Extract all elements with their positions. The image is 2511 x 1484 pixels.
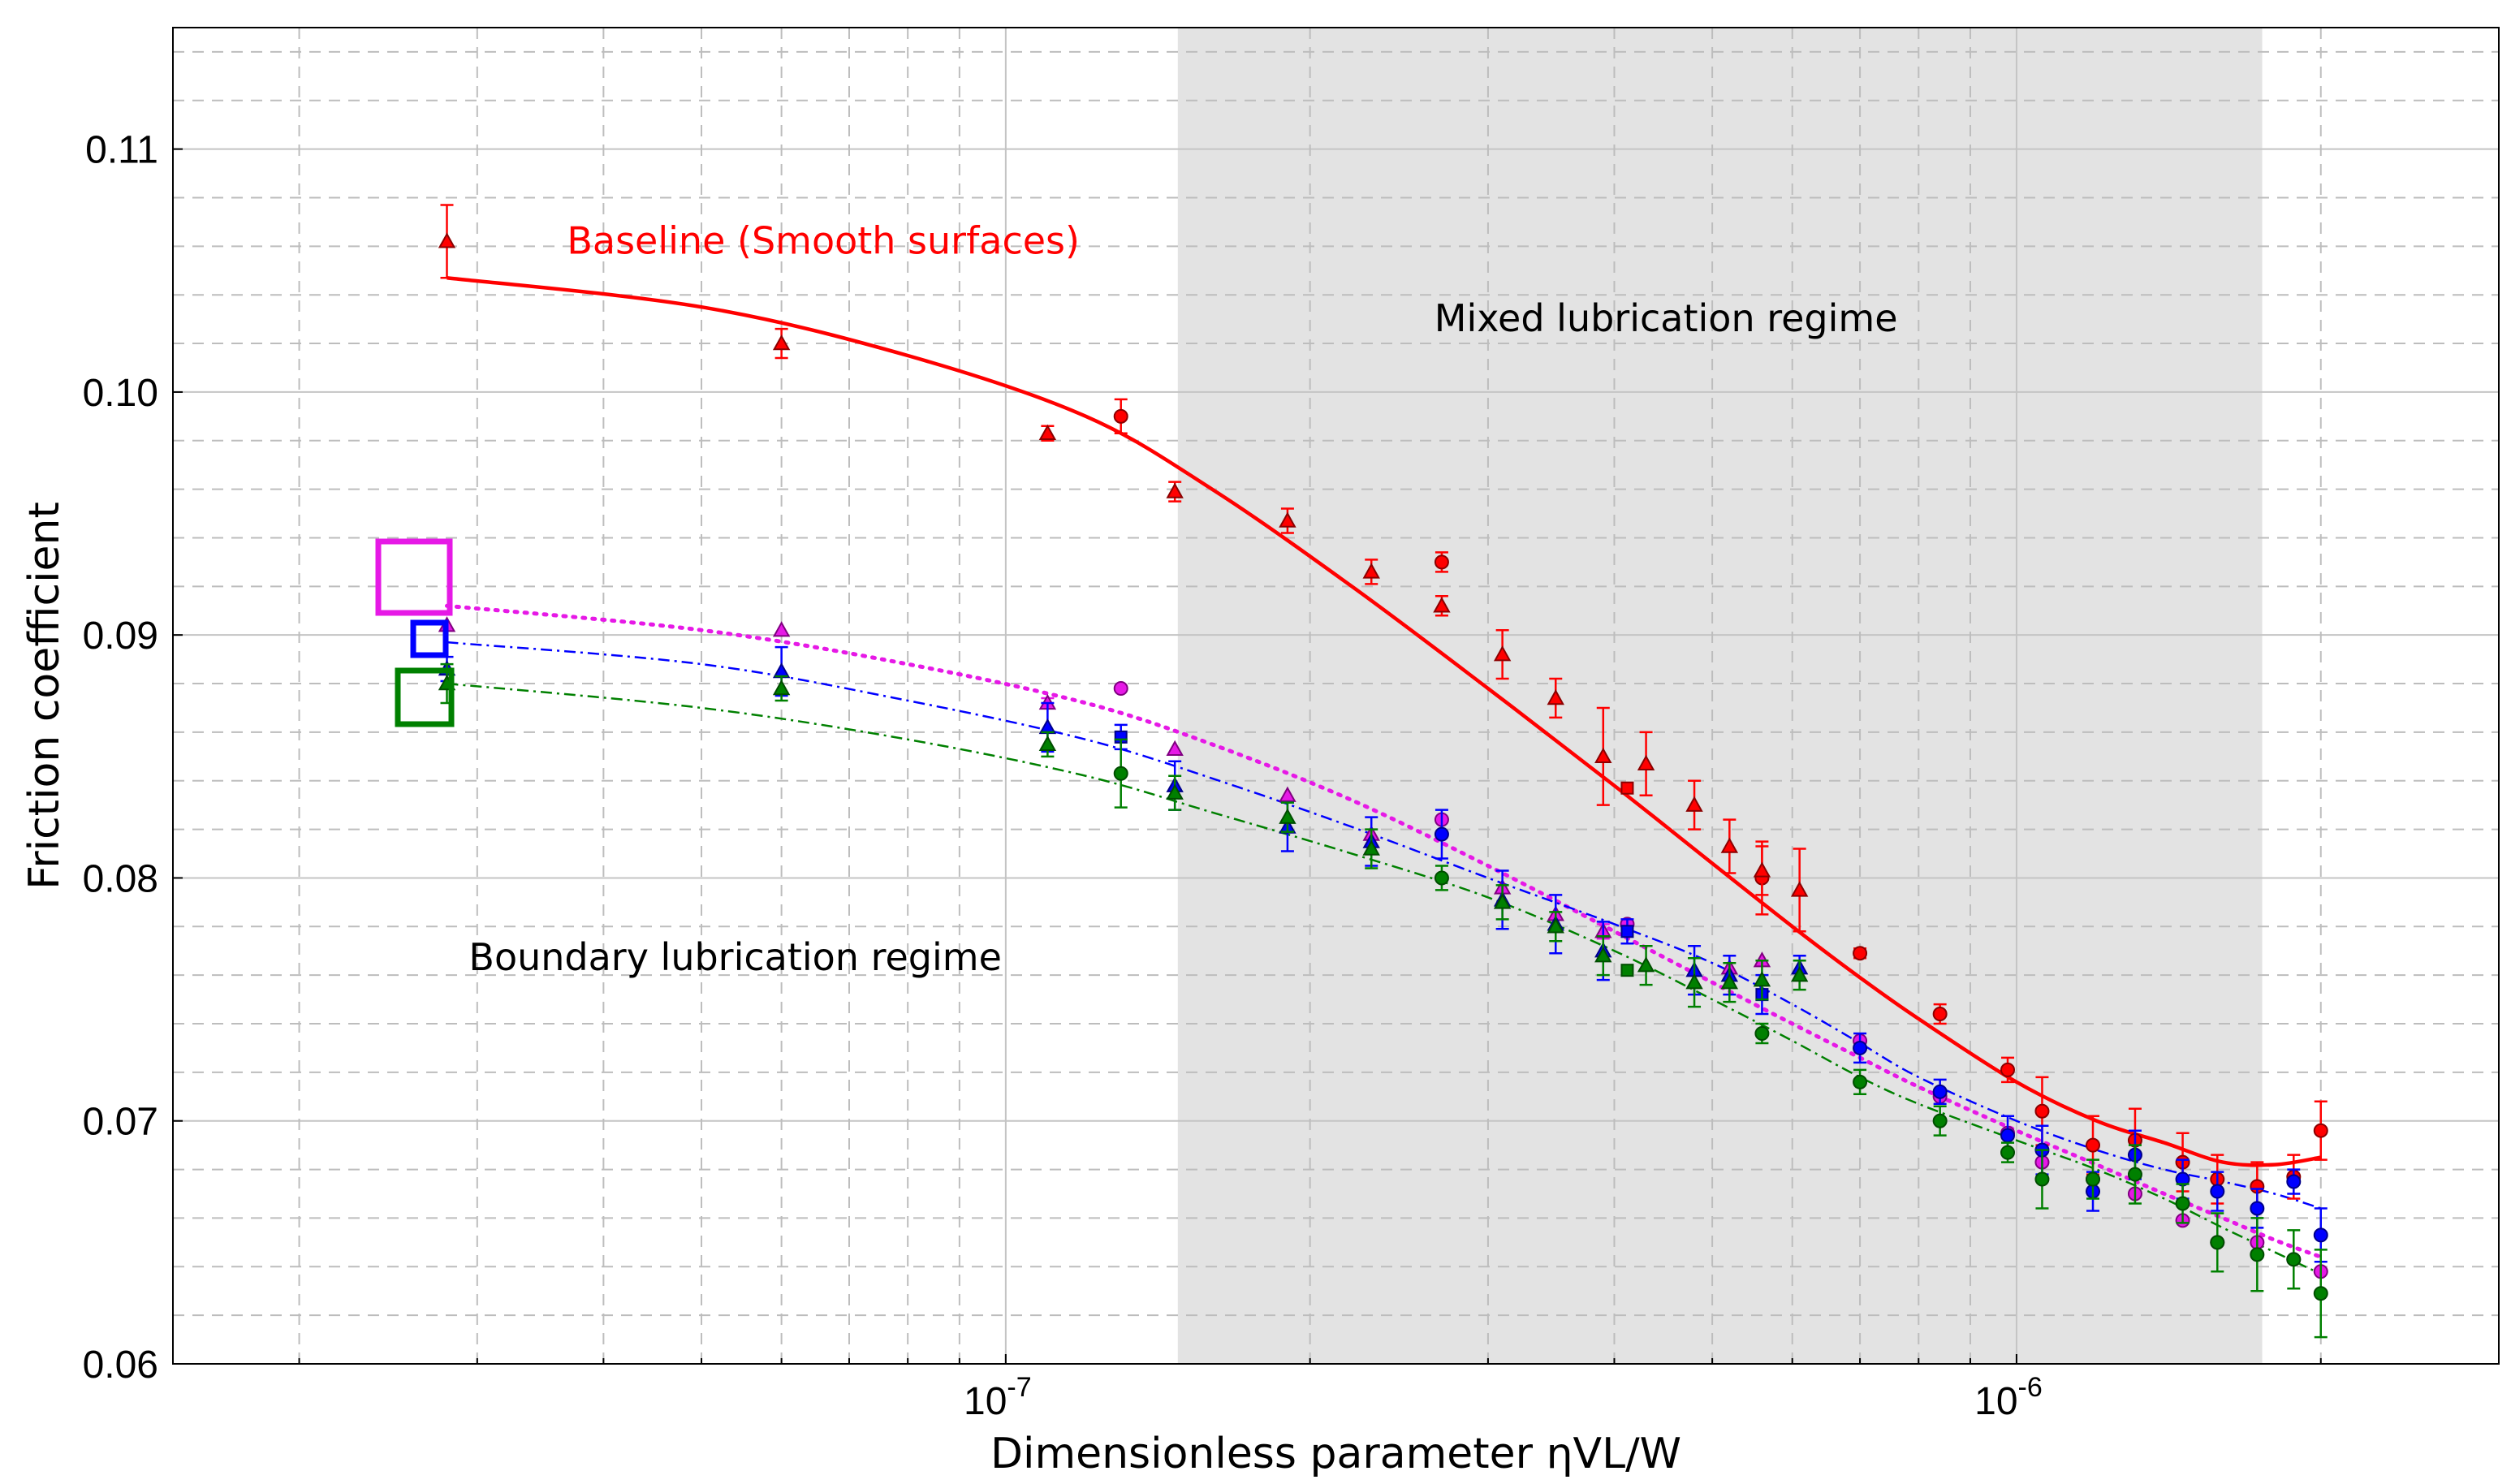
- data-point-triangle: [1493, 893, 1512, 909]
- y-tick-label: 0.11: [85, 129, 158, 172]
- legend-markers-layer: [375, 538, 455, 727]
- data-point-square: [1620, 925, 1634, 938]
- data-point-circle: [2250, 1247, 2265, 1262]
- annotations-layer: Baseline (Smooth surfaces) Mixed lubricat…: [468, 218, 1897, 979]
- data-point-circle: [2313, 1123, 2328, 1138]
- data-point-triangle: [1362, 839, 1380, 856]
- data-point-triangle: [1433, 597, 1451, 613]
- data-point-circle: [2034, 1171, 2050, 1187]
- data-point-triangle: [1279, 786, 1296, 802]
- data-point-circle: [1434, 554, 1449, 570]
- data-point-circle: [2210, 1235, 2225, 1250]
- shaded-region-layer: [1177, 28, 2263, 1364]
- fit-curve-3: [447, 682, 2322, 1275]
- data-points-layer: [438, 204, 2328, 1339]
- data-point-circle: [1434, 826, 1449, 842]
- data-point-circle: [1754, 1025, 1770, 1041]
- data-point-circle: [1853, 1074, 1868, 1089]
- fit-curve-0: [447, 276, 2322, 1167]
- data-point-triangle: [1790, 881, 1809, 897]
- data-point-square: [1620, 781, 1634, 795]
- data-point-circle: [2313, 1286, 2328, 1301]
- data-point-triangle: [1547, 688, 1564, 705]
- data-point-circle: [2286, 1252, 2302, 1267]
- data-point-square: [1620, 964, 1634, 977]
- data-point-circle: [1113, 681, 1128, 697]
- data-point-triangle: [772, 334, 791, 351]
- mixed-regime-annotation: Mixed lubrication regime: [1435, 296, 1898, 340]
- data-point-triangle: [1685, 796, 1703, 812]
- data-point-triangle: [1038, 424, 1057, 440]
- data-point-circle: [1113, 408, 1128, 424]
- data-point-triangle: [1547, 917, 1564, 934]
- grid-layer: [173, 28, 2500, 1365]
- data-point-circle: [1113, 766, 1128, 781]
- data-point-circle: [1853, 946, 1868, 961]
- data-point-circle: [1932, 1084, 1948, 1099]
- data-point-triangle: [1279, 808, 1296, 824]
- y-axis-label: Friction coefficient: [20, 502, 69, 890]
- x-axis-label: Dimensionless parameter ηVL/W: [990, 1430, 1681, 1478]
- data-point-circle: [1853, 1040, 1868, 1055]
- data-point-triangle: [1720, 973, 1739, 990]
- y-tick-label: 0.08: [83, 857, 158, 900]
- data-point-circle: [2086, 1137, 2101, 1153]
- y-tick-label: 0.10: [83, 372, 158, 415]
- data-point-circle: [2210, 1184, 2225, 1199]
- data-point-triangle: [1720, 837, 1739, 853]
- data-point-circle: [2250, 1201, 2265, 1216]
- x-tick-label: 10-6: [1974, 1372, 2043, 1423]
- legend-blue-square: [410, 619, 449, 658]
- mixed-regime-shade: [1177, 28, 2263, 1364]
- y-tick-label: 0.06: [83, 1344, 158, 1387]
- data-point-circle: [2000, 1145, 2016, 1160]
- data-point-triangle: [1753, 861, 1771, 878]
- data-point-circle: [2127, 1167, 2142, 1182]
- boundary-regime-annotation: Boundary lubrication regime: [468, 935, 1002, 979]
- y-tick-label: 0.09: [83, 615, 158, 658]
- data-point-triangle: [1166, 482, 1184, 498]
- data-point-triangle: [772, 621, 791, 637]
- baseline-annotation: Baseline (Smooth surfaces): [567, 218, 1080, 262]
- data-point-circle: [1434, 870, 1449, 886]
- data-point-triangle: [1637, 956, 1655, 973]
- legend-magenta-square: [375, 538, 453, 616]
- data-point-triangle: [772, 679, 791, 696]
- data-point-triangle: [1753, 971, 1771, 987]
- data-point-circle: [2086, 1171, 2101, 1187]
- fit-curve-2: [447, 641, 2322, 1210]
- data-point-triangle: [1637, 754, 1655, 770]
- data-point-triangle: [1594, 747, 1612, 764]
- data-point-triangle: [1790, 966, 1809, 982]
- data-point-circle: [2286, 1174, 2302, 1189]
- data-point-triangle: [1166, 740, 1184, 757]
- data-point-circle: [2000, 1128, 2016, 1143]
- data-point-circle: [1932, 1007, 1948, 1022]
- data-point-circle: [2034, 1103, 2050, 1119]
- data-point-circle: [1932, 1113, 1948, 1128]
- data-point-triangle: [1685, 973, 1703, 990]
- data-point-triangle: [1279, 511, 1296, 528]
- data-point-circle: [2175, 1196, 2190, 1211]
- data-point-triangle: [1493, 645, 1512, 662]
- data-point-triangle: [1362, 563, 1380, 579]
- data-point-triangle: [1038, 735, 1057, 752]
- y-tick-label: 0.07: [83, 1101, 158, 1144]
- data-point-circle: [2313, 1227, 2328, 1243]
- data-point-triangle: [1594, 947, 1612, 963]
- fit-curve-1: [445, 603, 2323, 1259]
- data-point-triangle: [438, 232, 456, 248]
- legend-green-square: [395, 667, 455, 727]
- plot-frame: [172, 27, 2500, 1365]
- x-tick-label: 10-7: [964, 1372, 1032, 1423]
- tick-labels-layer: 0.06 0.07 0.08 0.09 0.10 0.11 10-7 10-6: [83, 129, 2500, 1423]
- fit-curves-layer: [445, 276, 2323, 1275]
- data-point-circle: [2000, 1062, 2016, 1077]
- data-point-triangle: [1166, 783, 1184, 800]
